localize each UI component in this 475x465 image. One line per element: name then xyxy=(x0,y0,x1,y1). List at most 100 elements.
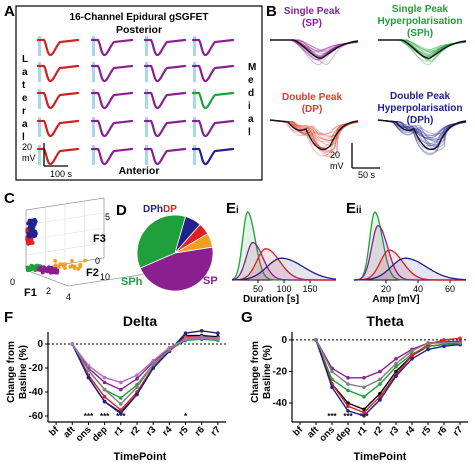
stimulus-marker xyxy=(92,62,95,82)
series-point xyxy=(458,341,462,345)
electrode-trace xyxy=(143,38,187,57)
series-point xyxy=(394,369,398,374)
series-point xyxy=(442,341,446,345)
x-tick-label: 20 xyxy=(381,284,391,294)
svg-text:Change from: Change from xyxy=(250,341,261,403)
scatter-point xyxy=(29,232,34,237)
series-line xyxy=(315,339,461,417)
scatter-point xyxy=(83,258,87,263)
dp-label: Double Peak (DP) xyxy=(282,92,342,115)
waveform-trace xyxy=(269,119,359,140)
significance-mark: *** xyxy=(100,412,110,421)
series-line xyxy=(315,339,460,389)
x-tick-label: 40 xyxy=(413,284,423,294)
svg-text:Double Peak: Double Peak xyxy=(282,92,342,103)
panel-letter-f: F xyxy=(4,309,13,326)
density-curve xyxy=(354,249,466,281)
density-fill xyxy=(354,250,466,280)
waveform-trace xyxy=(269,119,359,141)
series-line xyxy=(71,337,218,384)
electrode-trace xyxy=(191,119,235,138)
series-point xyxy=(362,394,366,399)
stimulus-marker xyxy=(193,145,196,165)
series-point xyxy=(70,342,75,346)
svg-text:Single Peak: Single Peak xyxy=(284,6,341,17)
panel-a-frame xyxy=(15,5,263,181)
dph-label: Double Peak Hyperpolarisation (DPh) xyxy=(377,91,462,126)
waveform-trace xyxy=(270,39,359,65)
svg-text:(DP): (DP) xyxy=(302,104,323,115)
series-point xyxy=(119,411,123,416)
scatter-point xyxy=(37,265,42,270)
waveform-trace xyxy=(378,39,467,53)
stimulus-marker xyxy=(38,62,41,82)
series-point xyxy=(102,375,107,380)
scatter-point xyxy=(41,265,46,270)
waveform-trace xyxy=(377,119,467,135)
x-tick-label: dep xyxy=(90,424,110,444)
feature-scatter-3d xyxy=(25,197,147,287)
series-point xyxy=(102,399,107,404)
svg-text:Basline (%): Basline (%) xyxy=(18,345,29,399)
electrode-trace xyxy=(90,147,134,166)
medial-letter: a xyxy=(248,114,254,125)
series-point xyxy=(102,387,107,392)
electrode-trace xyxy=(143,64,187,83)
panel-a-title: 16-Channel Epidural gSGFET xyxy=(70,12,209,23)
stimulus-marker xyxy=(193,36,196,56)
pie-slice xyxy=(136,214,187,269)
scatter-point xyxy=(25,237,30,242)
waveform-trace xyxy=(269,119,359,158)
waveform-trace xyxy=(377,119,467,140)
scatter-point xyxy=(27,221,31,226)
scatter-point xyxy=(78,264,83,269)
lateral-letter: L xyxy=(22,54,28,65)
panel-letter-a: A xyxy=(4,3,15,20)
series-point xyxy=(330,369,334,374)
series-point xyxy=(458,336,462,341)
density-fill xyxy=(232,212,336,280)
series-point xyxy=(330,385,334,390)
panel-letter-eii: Eii xyxy=(346,200,362,217)
waveform-trace xyxy=(378,39,467,57)
delta-title: Delta xyxy=(123,313,157,329)
series-point xyxy=(119,380,123,385)
series-point xyxy=(119,387,123,392)
density-fill xyxy=(232,242,336,280)
x-tick-label: 60 xyxy=(445,284,455,294)
svg-text:Basline (%): Basline (%) xyxy=(262,345,273,399)
series-point xyxy=(135,377,139,381)
lateral-letter: a xyxy=(22,119,28,130)
waveform-overlays xyxy=(269,39,467,158)
panel-a-scale-t: 100 s xyxy=(50,169,73,179)
scatter-point xyxy=(51,269,56,273)
series-point xyxy=(442,344,446,349)
x-tick-label: bf xyxy=(291,424,306,439)
series-point xyxy=(183,331,188,336)
series-point xyxy=(86,375,91,380)
x-tick-label: r5 xyxy=(177,424,192,439)
waveform-trace xyxy=(269,119,359,141)
svg-text:Hyperpolarisation: Hyperpolarisation xyxy=(377,16,462,27)
stimulus-marker xyxy=(145,36,148,56)
electrode-trace xyxy=(143,91,187,110)
series-point xyxy=(119,402,123,406)
panel-letter-b: B xyxy=(266,3,277,20)
c-ytick-10: 10 xyxy=(100,272,110,282)
mean-waveform xyxy=(377,119,467,151)
x-tick-label: r2 xyxy=(128,424,142,438)
scatter-point xyxy=(29,219,34,224)
waveform-trace xyxy=(269,119,359,157)
density-fill xyxy=(354,258,466,280)
panel-b-scale-t: 50 s xyxy=(358,170,376,180)
significance-mark: *** xyxy=(116,412,126,421)
x-tick-label: r5 xyxy=(419,424,434,439)
electrode-trace xyxy=(36,64,80,83)
series-point xyxy=(346,382,350,386)
stimulus-marker xyxy=(92,89,95,109)
series-point xyxy=(378,377,382,382)
grid-line xyxy=(25,227,105,241)
stimulus-marker xyxy=(92,117,95,137)
